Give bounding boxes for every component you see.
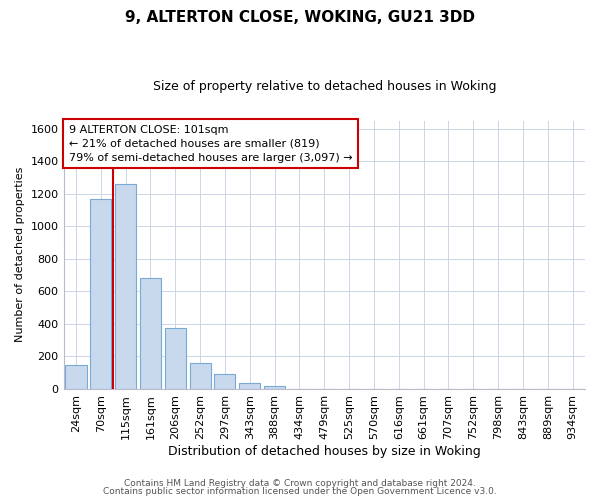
Bar [90,198,112,389]
Bar [190,363,211,389]
X-axis label: Distribution of detached houses by size in Woking: Distribution of detached houses by size … [168,444,481,458]
Y-axis label: Number of detached properties: Number of detached properties [15,167,25,342]
Bar [65,365,86,389]
Bar [264,386,285,389]
Text: 9 ALTERTON CLOSE: 101sqm
← 21% of detached houses are smaller (819)
79% of semi-: 9 ALTERTON CLOSE: 101sqm ← 21% of detach… [69,124,352,162]
Bar [239,384,260,389]
Text: Contains HM Land Registry data © Crown copyright and database right 2024.: Contains HM Land Registry data © Crown c… [124,478,476,488]
Bar [165,328,186,389]
Bar [214,374,235,389]
Title: Size of property relative to detached houses in Woking: Size of property relative to detached ho… [152,80,496,93]
Bar [115,184,136,389]
Bar [140,278,161,389]
Text: 9, ALTERTON CLOSE, WOKING, GU21 3DD: 9, ALTERTON CLOSE, WOKING, GU21 3DD [125,10,475,25]
Text: Contains public sector information licensed under the Open Government Licence v3: Contains public sector information licen… [103,487,497,496]
